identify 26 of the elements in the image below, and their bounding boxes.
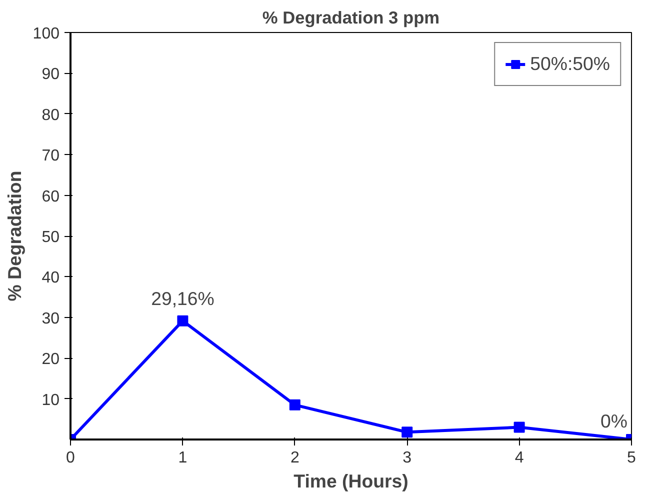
y-tick-label: 90 [42,66,60,84]
y-axis-title: % Degradation [4,170,25,302]
x-tick-label: 5 [627,450,636,466]
y-tick-label: 30 [42,310,60,328]
y-tick-label: 70 [42,148,60,165]
y-tick-label: 10 [42,392,60,409]
x-tick-label: 3 [402,450,412,466]
y-tick-label: 100 [32,26,60,42]
x-tick-label: 2 [290,450,300,466]
y-tick-label: 50 [42,229,60,246]
legend-label: 50%:50% [530,53,610,75]
y-tick-label: 80 [42,106,60,124]
y-tick-label: 60 [42,188,60,206]
annotation: 29,16% [151,288,214,309]
x-tick-label: 1 [178,450,188,466]
y-tick-label: 40 [42,270,60,287]
x-tick-label: 0 [66,450,76,466]
annotation: 0% [600,410,628,432]
point [514,422,525,433]
point [289,399,300,410]
point [402,426,413,438]
chart-title: % Degradation 3 ppm [262,8,440,28]
x-axis-title: Time (Hours) [294,470,408,492]
point [177,315,188,326]
x-tick-label: 4 [514,450,524,466]
y-tick-label: 20 [42,351,60,368]
